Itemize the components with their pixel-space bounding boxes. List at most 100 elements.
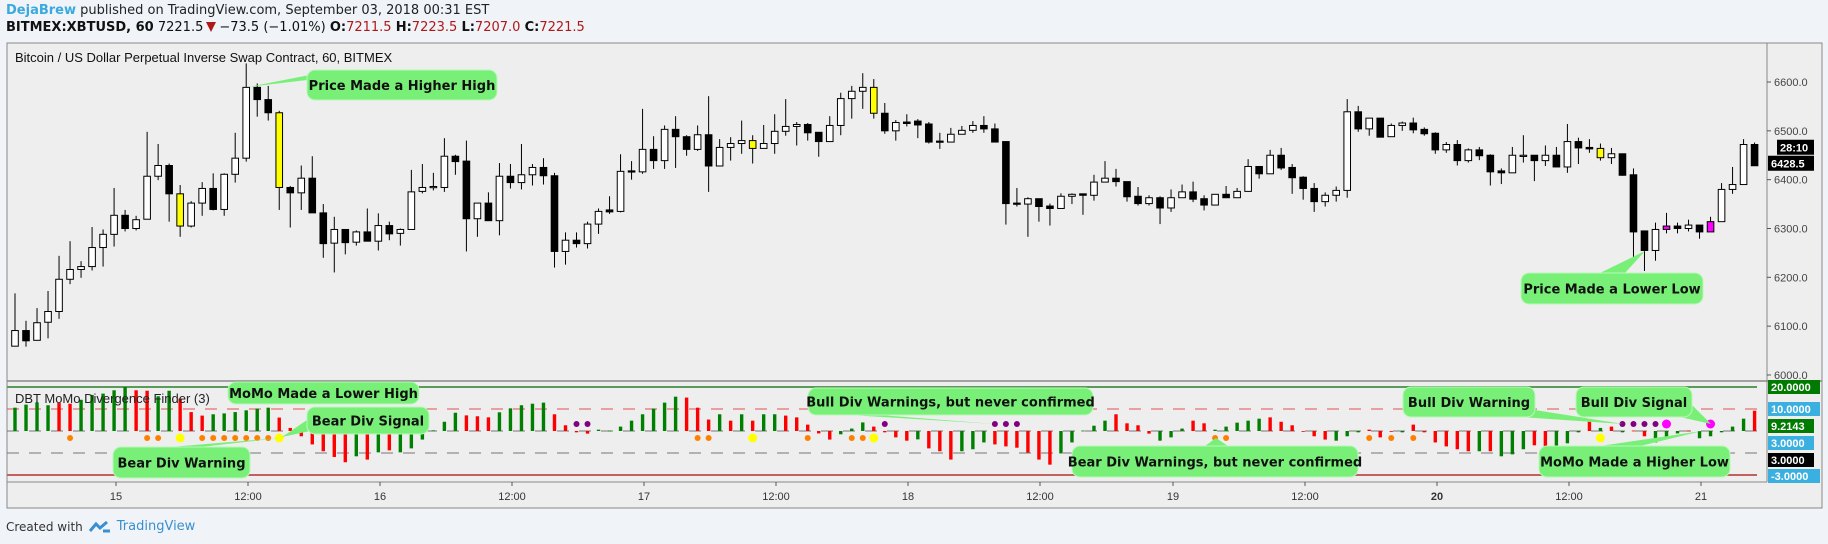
candle: [704, 96, 713, 192]
candle-body: [781, 125, 790, 132]
histogram-bar: [1433, 431, 1437, 443]
histogram-bar: [1510, 431, 1515, 455]
histogram-bar: [971, 431, 975, 450]
histogram-bar: [1246, 420, 1250, 431]
candle: [33, 308, 41, 341]
callout-bear-warnings-unconfirmed: Bear Div Warnings, but never confirmed: [1068, 438, 1362, 478]
candle-body: [363, 231, 372, 242]
candle: [396, 228, 405, 246]
candle-body: [275, 112, 284, 188]
candle: [231, 132, 239, 183]
candle-body: [858, 86, 867, 92]
candle-body: [352, 231, 361, 243]
bear-warning-dot: [210, 435, 217, 441]
callout-pointer: [1600, 431, 1702, 446]
candle-body: [319, 212, 328, 245]
time-tick-label: 12:00: [234, 491, 262, 503]
candle: [121, 209, 129, 232]
candle-body: [121, 214, 129, 229]
candle: [220, 173, 228, 216]
candle: [726, 137, 735, 161]
candle: [143, 131, 151, 220]
histogram-bar: [1059, 431, 1063, 454]
candle-body: [1442, 144, 1451, 151]
candle: [319, 204, 328, 258]
candle: [616, 154, 625, 213]
candle: [1618, 153, 1627, 176]
candle: [880, 102, 889, 134]
candle-body: [1002, 141, 1010, 205]
tradingview-link[interactable]: TradingView: [116, 519, 196, 534]
candle: [209, 173, 217, 211]
candle-body: [649, 148, 658, 162]
candle-body: [187, 202, 195, 227]
candle: [1046, 203, 1054, 226]
histogram-bar: [574, 431, 579, 433]
author-link[interactable]: DejaBrew: [6, 3, 76, 18]
bear-warning-dot: [1388, 435, 1395, 441]
histogram-bar: [1257, 418, 1261, 431]
candle: [55, 255, 63, 319]
candle-body: [1673, 225, 1682, 229]
histogram-bar: [1048, 431, 1052, 465]
indicator-axis-badge: [1768, 436, 1814, 450]
bear-warning-dot: [265, 435, 272, 441]
countdown-label: 28:10: [1780, 143, 1808, 155]
histogram-bar: [24, 404, 28, 431]
high-label: H:: [395, 20, 412, 35]
histogram-bar: [1642, 431, 1647, 437]
candle: [1409, 117, 1418, 134]
candle-body: [99, 233, 107, 249]
candle: [1651, 222, 1660, 261]
time-tick-label: 20: [1431, 491, 1443, 503]
candle-body: [308, 177, 317, 214]
histogram-bar: [662, 402, 667, 431]
candle: [715, 139, 724, 167]
bear-warning-dot: [1366, 435, 1373, 441]
candle-body: [583, 223, 592, 245]
histogram-bar: [1378, 431, 1382, 438]
candle-body: [1717, 188, 1726, 223]
callout-text: Bear Div Warnings, but never confirmed: [1068, 456, 1362, 471]
candle: [1244, 159, 1252, 192]
candle-body: [693, 134, 702, 150]
histogram-bar: [1356, 431, 1360, 433]
candle: [1002, 141, 1010, 225]
candle-body: [550, 175, 559, 252]
time-tick-label: 21: [1695, 491, 1707, 503]
bear-warning-dot: [67, 435, 74, 441]
histogram-bar: [1235, 422, 1239, 431]
candle: [341, 228, 350, 255]
indicator-axis-label: 10.0000: [1771, 404, 1811, 416]
candle: [1200, 195, 1208, 211]
candle: [1068, 193, 1076, 205]
histogram-bar: [1169, 431, 1173, 438]
indicator-axis-label: 9.2143: [1771, 421, 1805, 433]
candle: [1662, 212, 1671, 234]
bull-warning-dot: [584, 421, 591, 427]
candle-body: [627, 170, 636, 173]
candle: [1178, 184, 1186, 199]
candle: [539, 158, 548, 185]
candle-body: [1244, 165, 1252, 192]
histogram-bar: [1004, 431, 1008, 447]
candle: [1101, 161, 1109, 183]
candle: [936, 132, 944, 149]
histogram-bar: [1741, 418, 1746, 431]
histogram-bar: [1488, 431, 1493, 452]
histogram-bar: [1719, 431, 1724, 433]
histogram-bar: [1202, 423, 1206, 431]
candle-body: [1299, 176, 1307, 189]
callout-pointer: [170, 438, 280, 447]
candle: [1519, 135, 1528, 163]
candle-body: [451, 155, 460, 163]
candle: [1607, 147, 1616, 165]
candle-body: [1189, 191, 1197, 200]
histogram-bar: [684, 397, 689, 431]
candle-body: [1068, 193, 1076, 197]
candle: [770, 114, 779, 154]
candle-body: [1607, 153, 1616, 159]
price-tick-label: 6000.0: [1774, 370, 1808, 382]
bull-warning-dot: [1641, 421, 1648, 427]
